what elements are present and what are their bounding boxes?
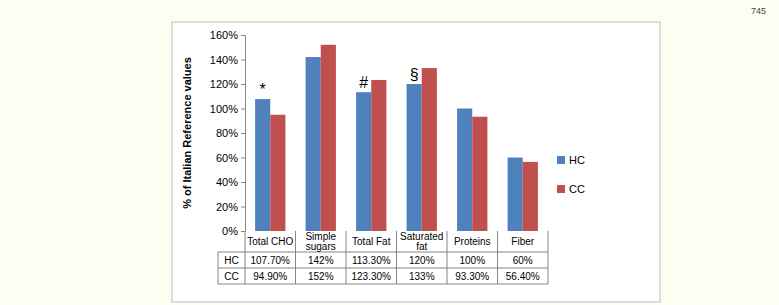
table-line [548, 231, 549, 284]
table-line [497, 231, 498, 284]
category-label: Fiber [511, 236, 534, 247]
y-tick-label: 20% [216, 201, 238, 213]
bar [321, 45, 336, 231]
y-tick: 140% [210, 54, 245, 66]
bar [523, 162, 538, 231]
annotation: # [359, 74, 368, 91]
category-label: Total Fat [352, 236, 391, 247]
table-line [245, 231, 246, 284]
table-value: 94.90% [253, 271, 287, 282]
bar [306, 57, 321, 231]
table-value: 56.40% [506, 271, 540, 282]
y-tick-label: 100% [210, 103, 238, 115]
chart-svg: 745 0% 20% 40% 60% 80% 100% 120% 140% 160% % of It… [0, 0, 779, 305]
table-series-name: CC [224, 271, 238, 282]
chart-frame [172, 22, 660, 302]
bar [356, 92, 371, 231]
y-tick: 0% [222, 225, 245, 237]
bars [255, 45, 538, 231]
y-axis-line [241, 36, 246, 232]
category-label: Saturatedfat [400, 231, 443, 252]
table-value: 123.30% [352, 271, 392, 282]
table-line [218, 284, 548, 285]
bar [255, 99, 270, 231]
y-axis: 0% 20% 40% 60% 80% 100% 120% 140% 160% [210, 29, 246, 237]
y-tick-mark [241, 84, 245, 85]
bar [508, 158, 523, 232]
y-tick-mark [241, 60, 245, 61]
y-tick-label: 0% [222, 225, 238, 237]
table-value: 120% [409, 255, 435, 266]
table-line [396, 231, 397, 284]
y-tick: 40% [216, 176, 245, 188]
bar [407, 84, 422, 231]
category-label: Simplesugars [305, 231, 336, 252]
y-tick: 80% [216, 127, 245, 139]
table-value: 60% [513, 255, 533, 266]
legend-swatch [557, 185, 565, 193]
legend-swatch [557, 156, 565, 164]
y-tick: 120% [210, 78, 245, 90]
table-series-name: HC [224, 255, 238, 266]
annotation: * [260, 81, 266, 98]
table-value: 152% [308, 271, 334, 282]
bar [422, 68, 437, 231]
table-value: 107.70% [251, 255, 291, 266]
table-value: 142% [308, 255, 334, 266]
bar [472, 117, 487, 231]
y-tick-label: 40% [216, 176, 238, 188]
y-tick-mark [241, 109, 245, 110]
table-line [295, 231, 296, 284]
y-tick-label: 80% [216, 127, 238, 139]
page-background [0, 0, 779, 305]
y-tick-mark [241, 182, 245, 183]
y-axis-title: % of Italian Reference values [181, 57, 193, 209]
legend: HC CC [557, 154, 585, 195]
legend-label: CC [569, 183, 585, 195]
table-value: 113.30% [352, 255, 391, 266]
data-table: Total CHO Simplesugars Total Fat Saturatedf… [218, 231, 548, 284]
y-tick-label: 140% [210, 54, 238, 66]
y-tick: 100% [210, 103, 245, 115]
category-label: Total CHO [247, 236, 293, 247]
table-value: 93.30% [455, 271, 489, 282]
legend-label: HC [569, 154, 585, 166]
y-tick-label: 160% [210, 29, 238, 41]
y-tick-mark [241, 207, 245, 208]
y-tick-mark [241, 231, 245, 232]
y-tick-mark [241, 158, 245, 159]
table-line [218, 268, 548, 269]
table-line [447, 231, 448, 284]
bar [371, 80, 386, 231]
bar [270, 115, 285, 231]
y-tick-mark [241, 35, 245, 36]
category-label: Proteins [454, 236, 491, 247]
table-line [218, 252, 548, 253]
annotation: § [410, 66, 419, 83]
y-tick: 60% [216, 152, 245, 164]
bar [457, 109, 472, 232]
y-tick: 20% [216, 201, 245, 213]
y-tick-label: 60% [216, 152, 238, 164]
y-tick-mark [241, 133, 245, 134]
y-tick-label: 120% [210, 78, 238, 90]
table-value: 100% [459, 255, 485, 266]
page-number: 745 [751, 6, 766, 16]
y-tick: 160% [210, 29, 245, 41]
table-value: 133% [409, 271, 435, 282]
table-line [346, 231, 347, 284]
